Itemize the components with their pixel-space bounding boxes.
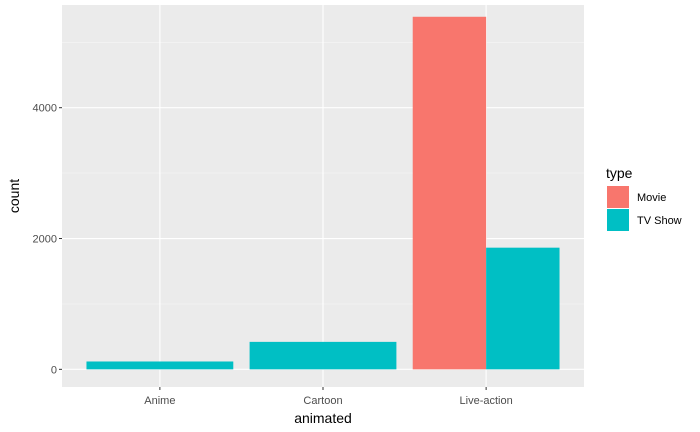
legend: type Movie TV Show <box>606 165 682 231</box>
y-tick-label: 2000 <box>33 234 57 246</box>
bar-tv-show-anime <box>86 361 234 370</box>
y-axis: 0 2000 4000 <box>33 103 62 376</box>
legend-title: type <box>606 165 633 181</box>
legend-label: Movie <box>637 192 666 204</box>
x-tick-label: Cartoon <box>303 395 342 407</box>
x-tick-label: Live-action <box>460 395 513 407</box>
bar-tv-show-cartoon <box>249 341 397 370</box>
legend-label: TV Show <box>637 215 682 227</box>
bar-movie-live-action <box>412 16 487 370</box>
bars <box>86 16 560 370</box>
x-axis: Anime Cartoon Live-action <box>144 387 513 407</box>
bar-tv-show-live-action <box>486 247 560 370</box>
x-tick-label: Anime <box>144 395 175 407</box>
legend-key <box>607 209 629 231</box>
y-tick-label: 4000 <box>33 103 57 115</box>
y-tick-label: 0 <box>51 364 57 376</box>
x-axis-title: animated <box>294 410 352 426</box>
legend-key <box>607 186 629 208</box>
y-axis-title: count <box>6 179 22 213</box>
